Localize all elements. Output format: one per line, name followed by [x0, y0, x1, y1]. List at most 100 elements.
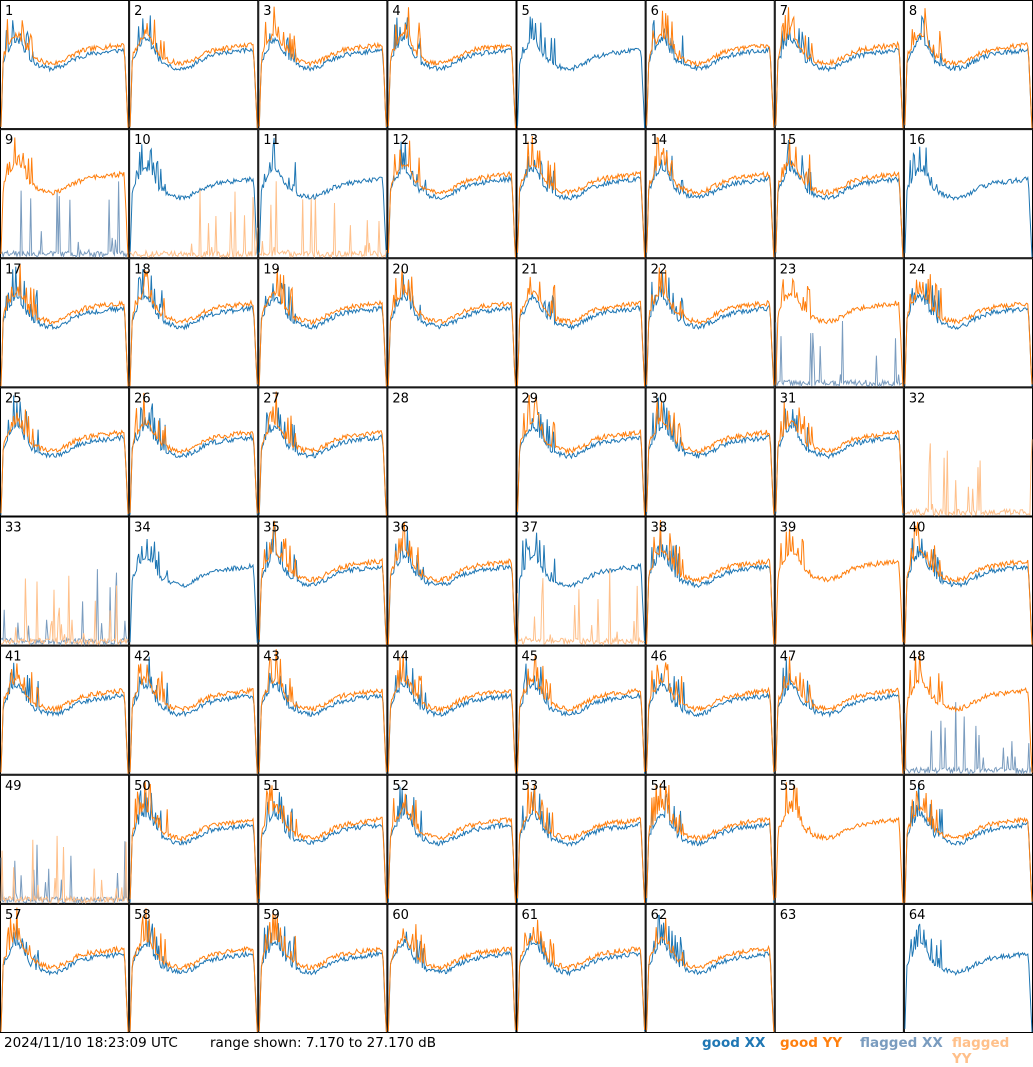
panel-31: 31 — [774, 387, 904, 517]
series-yy-trace — [387, 140, 516, 258]
panel-number: 12 — [392, 133, 409, 148]
panel-number: 1 — [5, 4, 13, 19]
panel-number: 7 — [780, 4, 788, 19]
panel-frame — [645, 0, 775, 130]
panel-3: 3 — [258, 0, 388, 130]
panel-9: 9 — [0, 129, 130, 260]
series-xx-trace — [129, 920, 258, 1031]
series-xx-trace — [517, 411, 646, 516]
series-yy-trace — [775, 277, 904, 387]
series-xx-trace — [0, 181, 129, 260]
panel-22: 22 — [645, 258, 775, 388]
series-yy-trace — [646, 783, 775, 901]
panel-frame — [645, 129, 775, 259]
panel-number: 9 — [5, 133, 13, 148]
series-yy-trace — [129, 780, 258, 903]
panel-39: 39 — [774, 516, 904, 646]
panel-27: 27 — [258, 387, 388, 517]
series-xx-trace — [775, 139, 904, 258]
panel-16: 16 — [903, 129, 1033, 259]
panel-10: 10 — [129, 129, 259, 259]
panel-frame — [903, 903, 1033, 1033]
panel-number: 24 — [909, 262, 926, 277]
series-yy-trace — [129, 189, 258, 259]
panel-number: 52 — [392, 779, 409, 794]
panel-number: 33 — [5, 521, 22, 536]
series-xx-trace — [646, 397, 775, 514]
panel-frame — [387, 774, 517, 904]
panel-37: 37 — [516, 516, 646, 646]
panel-30: 30 — [645, 387, 775, 517]
series-yy-trace — [646, 267, 775, 386]
series-yy-trace — [775, 138, 904, 258]
series-yy-trace — [775, 7, 904, 129]
panel-50: 50 — [129, 774, 259, 904]
panel-number: 28 — [392, 391, 409, 406]
panel-number: 2 — [134, 4, 142, 19]
panel-number: 62 — [651, 908, 668, 923]
panel-number: 31 — [780, 391, 797, 406]
panel-41: 41 — [0, 645, 130, 775]
series-xx-trace — [904, 783, 1033, 903]
series-xx-trace — [646, 273, 775, 387]
series-yy-trace — [0, 263, 129, 387]
series-xx-trace — [258, 282, 387, 386]
panel-frame — [516, 516, 646, 646]
panel-number: 63 — [780, 908, 797, 923]
panel-number: 6 — [651, 4, 659, 19]
panel-20: 20 — [387, 258, 517, 388]
series-yy-trace — [517, 782, 646, 903]
series-xx-trace — [258, 33, 387, 129]
series-xx-trace — [904, 14, 1033, 129]
series-yy-trace — [129, 663, 258, 774]
panel-60: 60 — [387, 903, 517, 1033]
panel-number: 26 — [134, 391, 151, 406]
series-xx-trace — [387, 659, 516, 772]
series-xx-trace — [129, 15, 258, 129]
series-yy-trace — [258, 391, 387, 516]
series-yy-trace — [0, 907, 129, 1033]
panel-frame — [774, 516, 904, 646]
series-yy-trace — [387, 7, 516, 129]
panel-frame — [387, 258, 517, 388]
series-xx-trace — [904, 702, 1033, 775]
panel-48: 48 — [903, 645, 1033, 775]
panel-25: 25 — [0, 387, 130, 517]
panel-46: 46 — [645, 645, 775, 775]
series-yy-trace — [129, 270, 258, 386]
series-xx-trace — [0, 922, 129, 1031]
series-yy-trace — [258, 268, 387, 387]
series-xx-trace — [0, 662, 129, 774]
series-xx-trace — [0, 395, 129, 516]
panel-number: 43 — [263, 650, 280, 665]
panel-number: 49 — [5, 779, 22, 794]
panel-number: 11 — [263, 133, 280, 148]
panel-number: 8 — [909, 4, 917, 19]
panel-number: 47 — [780, 650, 797, 665]
series-yy-trace — [904, 439, 1033, 517]
series-yy-trace — [517, 135, 646, 258]
panel-frame — [129, 0, 259, 130]
panel-13: 13 — [516, 129, 646, 259]
panel-4: 4 — [387, 0, 517, 130]
panel-frame — [258, 516, 388, 646]
panel-21: 21 — [516, 258, 646, 388]
panel-frame — [516, 645, 646, 775]
panel-15: 15 — [774, 129, 904, 259]
panel-11: 11 — [258, 129, 388, 259]
panel-23: 23 — [774, 258, 904, 389]
panel-number: 59 — [263, 908, 280, 923]
panel-number: 38 — [651, 521, 668, 536]
series-xx-trace — [129, 403, 258, 516]
panel-number: 61 — [522, 908, 539, 923]
series-xx-trace — [646, 527, 775, 644]
panel-number: 55 — [780, 779, 797, 794]
series-yy-trace — [0, 575, 129, 647]
panel-43: 43 — [258, 645, 388, 775]
panel-number: 46 — [651, 650, 668, 665]
panel-59: 59 — [258, 903, 388, 1033]
panel-frame — [903, 774, 1033, 904]
series-xx-trace — [129, 269, 258, 386]
panel-62: 62 — [645, 903, 775, 1033]
